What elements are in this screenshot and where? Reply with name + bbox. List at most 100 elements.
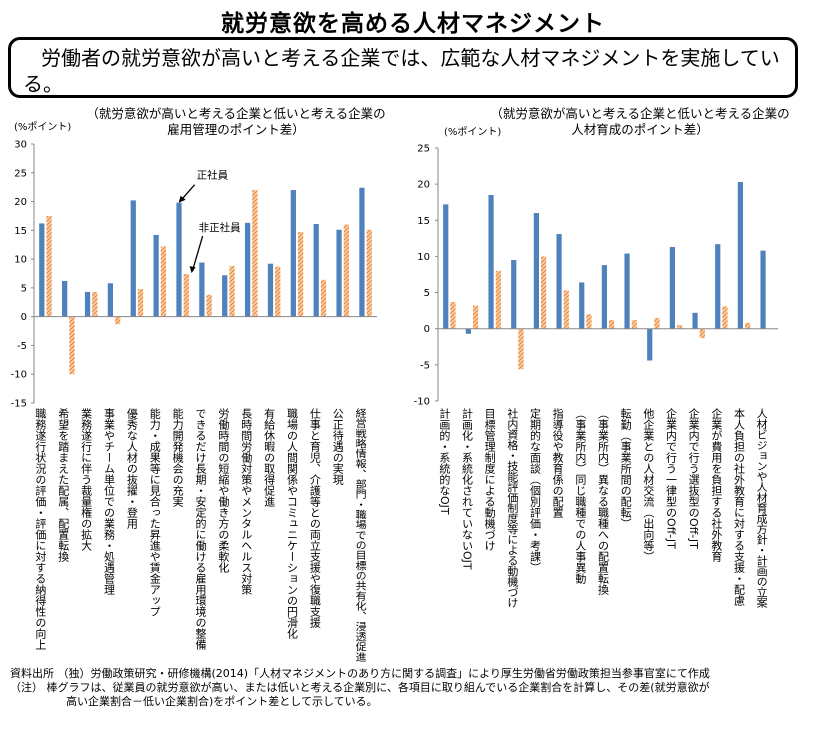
- footer-source: 資料出所 （独）労働政策研究・研修機構(2014)「人材マネジメントのあり方に関…: [10, 667, 710, 680]
- summary-box: 労働者の就労意欲が高いと考える企業では、広範な人材マネジメントを実施している。: [8, 37, 798, 98]
- bar-regular: [556, 234, 562, 329]
- chart-title-line: 雇用管理のポイント差）: [167, 122, 305, 137]
- category-label: 指導役や教育係の配置: [551, 407, 564, 518]
- bar-regular: [737, 181, 743, 329]
- footer-note-cont: 高い企業割合－低い企業割合)をポイント差として示している。: [66, 695, 378, 708]
- y-tick-label: 15: [417, 216, 430, 227]
- category-label: 優秀な人材の抜擢・登用: [125, 408, 138, 530]
- bar-nonregular: [631, 320, 637, 329]
- y-tick-label: 10: [417, 252, 430, 263]
- bar-regular: [267, 263, 274, 317]
- y-tick-label: 25: [417, 144, 430, 155]
- y-tick-label: 15: [14, 226, 27, 237]
- category-label: 有給休暇の取得促進: [263, 407, 276, 507]
- bar-regular: [39, 223, 45, 317]
- bar-nonregular: [699, 328, 705, 339]
- bar-regular: [84, 291, 91, 317]
- bar-regular: [443, 204, 449, 329]
- category-label: （事業所内）同じ職種での人事異動: [574, 408, 587, 585]
- arrowhead-icon: [178, 195, 186, 203]
- bar-regular: [313, 224, 319, 317]
- bar-regular: [511, 260, 517, 329]
- y-tick-label: -5: [420, 360, 430, 371]
- y-tick-label: -5: [17, 341, 27, 352]
- bar-nonregular: [320, 279, 327, 317]
- bar-nonregular: [229, 266, 235, 317]
- category-label: 企業内で行う一律型のOff-JT: [665, 407, 678, 549]
- category-label: 人材ビジョンや人材育成方針・計画の立案: [755, 408, 768, 608]
- category-label: 長時間労働対策やメンタルヘルス対策: [240, 408, 253, 595]
- bar-nonregular: [654, 317, 660, 329]
- bar-nonregular: [69, 316, 75, 375]
- bar-regular: [130, 200, 136, 317]
- category-label: 目標管理制度による動機づけ: [483, 408, 496, 551]
- category-label: 企業内で行う選抜型のOff-JT: [687, 407, 700, 549]
- category-label: 社内資格・技能評価制度等による動機づけ: [506, 407, 519, 608]
- y-tick-label: 5: [424, 288, 430, 299]
- bar-regular: [760, 250, 766, 329]
- y-tick-label: -15: [11, 399, 27, 410]
- category-label: 転勤（事業所間の配転）: [619, 408, 632, 529]
- annotation-nonregular: 非正社員: [199, 221, 241, 234]
- bar-regular: [465, 328, 471, 334]
- bar-nonregular: [160, 246, 167, 317]
- bar-regular: [488, 194, 494, 329]
- y-tick-label: 5: [21, 283, 27, 294]
- bar-regular: [692, 312, 698, 329]
- bar-nonregular: [366, 229, 372, 317]
- y-axis-label: (%ポイント): [14, 121, 71, 133]
- y-axis-label: (%ポイント): [444, 126, 501, 138]
- bar-regular: [669, 247, 675, 329]
- category-label: 他企業との人材交流（出向等）: [642, 408, 655, 562]
- category-label: 経営戦略情報、部門・職場での目標の共有化、浸透促進: [354, 408, 367, 662]
- bar-nonregular: [495, 270, 501, 329]
- bar-nonregular: [137, 289, 144, 317]
- bar-regular: [715, 244, 721, 329]
- annotation-arrow-nonregular: [192, 235, 204, 271]
- annotation-regular: 正社員: [197, 169, 229, 182]
- bar-nonregular: [473, 305, 479, 329]
- bar-nonregular: [450, 301, 456, 329]
- bar-nonregular: [745, 322, 751, 329]
- footer-note: （注） 棒グラフは、従業員の就労意欲が高い、または低いと考える企業別に、各項目に…: [10, 681, 710, 694]
- bar-regular: [579, 282, 585, 329]
- y-tick-label: -10: [414, 397, 430, 408]
- category-label: 定期的な面談（個別評価・考課）: [529, 407, 542, 573]
- y-tick-label: 30: [14, 140, 27, 151]
- arrowhead-icon: [189, 266, 196, 274]
- category-label: 企業が費用を負担する社外教育: [710, 407, 723, 563]
- chart-title-line: （就労意欲が高いと考える企業と低いと考える企業の: [86, 106, 385, 121]
- bar-nonregular: [586, 314, 592, 329]
- bar-regular: [624, 253, 630, 329]
- bar-regular: [62, 280, 68, 317]
- y-tick-label: 20: [14, 197, 27, 208]
- bar-nonregular: [677, 325, 683, 329]
- bar-nonregular: [297, 232, 304, 317]
- bar-regular: [290, 190, 296, 317]
- page-title: 就労意欲を高める人材マネジメント: [221, 11, 605, 37]
- y-tick-label: 20: [417, 180, 430, 191]
- bar-nonregular: [518, 328, 524, 370]
- category-label: 事業やチーム単位での業務・処遇管理: [103, 408, 116, 595]
- bar-regular: [601, 265, 607, 329]
- bar-nonregular: [563, 290, 569, 329]
- y-tick-label: -10: [11, 370, 27, 381]
- chart-title-line: （就労意欲が高いと考える企業と低いと考える企業の: [490, 106, 789, 121]
- category-label: 公正待遇の実現: [331, 408, 344, 486]
- bar-regular: [359, 187, 365, 317]
- bar-nonregular: [115, 316, 121, 325]
- category-label: 労働時間の短縮や働き方の柔軟化: [217, 407, 230, 574]
- bar-nonregular: [252, 190, 258, 317]
- category-label: 業務遂行に伴う裁量権の拡大: [80, 408, 93, 551]
- y-tick-label: 25: [14, 168, 27, 179]
- bar-regular: [153, 234, 159, 317]
- bar-nonregular: [343, 224, 349, 317]
- bar-regular: [107, 283, 114, 317]
- summary-text: 労働者の就労意欲が高いと考える企業では、広範な人材マネジメントを実施している。: [23, 46, 780, 96]
- category-label: 希望を踏まえた配属、配置転換: [57, 407, 70, 563]
- bar-nonregular: [275, 266, 281, 317]
- y-tick-label: 0: [21, 312, 27, 323]
